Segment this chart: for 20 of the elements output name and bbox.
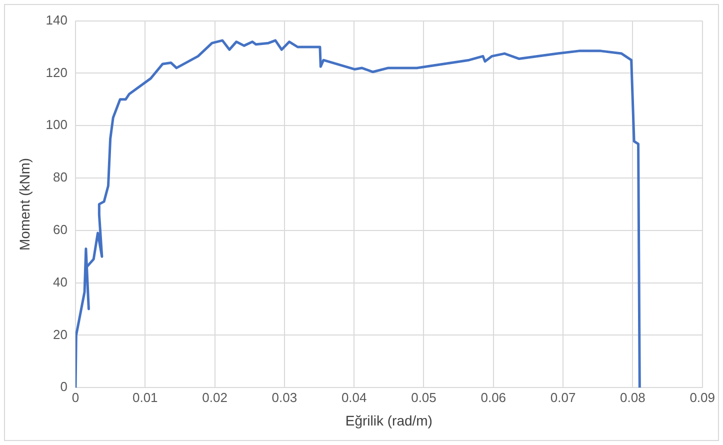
x-tick-label: 0.05 <box>411 390 436 405</box>
y-tick-label: 40 <box>53 274 68 290</box>
x-tick-label: 0 <box>72 390 80 405</box>
x-axis-title: Eğrilik (rad/m) <box>345 412 432 428</box>
x-tick-label: 0.04 <box>341 390 367 405</box>
y-tick-label: 140 <box>46 12 68 28</box>
y-tick-label: 80 <box>53 170 68 185</box>
y-tick-label: 60 <box>53 222 68 237</box>
y-tick-label: 100 <box>46 117 68 132</box>
x-tick-label: 0.03 <box>272 390 298 405</box>
x-tick-label: 0.09 <box>690 390 716 405</box>
x-tick-label: 0.07 <box>550 390 576 405</box>
y-tick-label: 120 <box>46 64 68 80</box>
y-tick-label: 20 <box>53 326 68 342</box>
y-axis-title: Moment (kNm) <box>16 158 32 250</box>
x-tick-label: 0.06 <box>480 390 506 405</box>
y-tick-label: 0 <box>60 379 68 394</box>
x-tick-label: 0.02 <box>202 390 228 405</box>
x-tick-label: 0.08 <box>620 390 646 405</box>
x-tick-label: 0.01 <box>132 390 158 405</box>
